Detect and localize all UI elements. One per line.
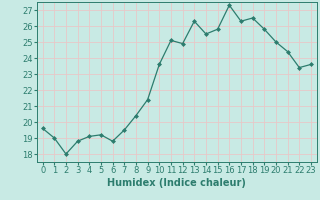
X-axis label: Humidex (Indice chaleur): Humidex (Indice chaleur) — [108, 178, 246, 188]
